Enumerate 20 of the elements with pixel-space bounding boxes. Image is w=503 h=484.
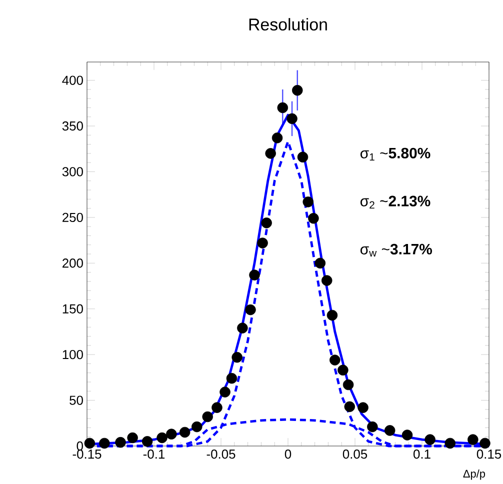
annotation: σ$_{2}$ ~2.13% xyxy=(360,196,430,209)
y-tick-label: 300 xyxy=(62,167,83,176)
x-tick-label: -0.1 xyxy=(143,450,165,459)
y-tick-label: 400 xyxy=(62,76,83,85)
x-tick-label: 0.1 xyxy=(414,450,430,459)
x-tick-label: -0.05 xyxy=(206,450,236,459)
x-axis-title: Δp/p xyxy=(463,470,486,480)
annotation: σ$_{w}$ ~3.17% xyxy=(360,244,432,256)
chart-title: Resolution xyxy=(249,18,327,31)
y-tick-label: 250 xyxy=(62,212,83,222)
x-tick-label: 0.15 xyxy=(476,450,502,459)
x-tick-label: 0 xyxy=(284,450,292,459)
y-tick-label: 350 xyxy=(62,121,83,131)
y-tick-label: 150 xyxy=(62,304,83,314)
x-tick-label: 0.05 xyxy=(342,450,368,459)
y-tick-label: 50 xyxy=(70,396,83,405)
annotation: σ$_{1}$ ~5.80% xyxy=(360,148,430,161)
y-tick-label: 200 xyxy=(62,258,83,268)
y-tick-label: 100 xyxy=(62,350,83,360)
x-tick-label: -0.15 xyxy=(72,450,102,459)
